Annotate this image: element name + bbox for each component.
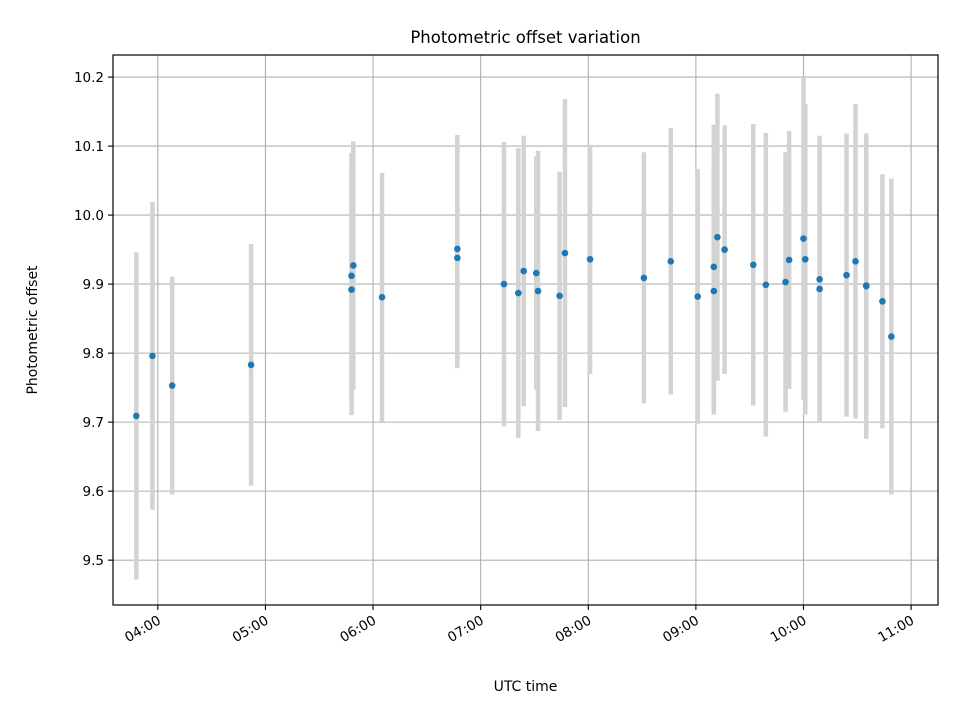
data-point [348, 286, 355, 293]
data-point [714, 233, 721, 241]
data-point [888, 333, 895, 340]
data-point [378, 293, 386, 301]
data-point [532, 269, 540, 277]
data-point [710, 287, 718, 295]
data-point [800, 235, 807, 242]
x-tick-label: 06:00 [337, 613, 379, 646]
data-point [520, 267, 528, 275]
data-point [348, 272, 355, 280]
data-points [133, 233, 895, 420]
x-axis-label: UTC time [494, 679, 558, 695]
error-bars [134, 77, 894, 580]
data-point [561, 249, 569, 257]
data-point [862, 282, 870, 289]
data-point [247, 361, 255, 369]
data-point [586, 255, 594, 263]
y-tick-label: 9.5 [83, 553, 104, 569]
x-tick-label: 11:00 [875, 613, 917, 646]
axes-frame [112, 54, 939, 606]
data-point [350, 262, 357, 269]
x-tick-label: 08:00 [553, 613, 595, 646]
x-tick-label: 07:00 [445, 613, 487, 646]
data-point [816, 285, 823, 293]
data-point [556, 292, 563, 300]
chart-title: Photometric offset variation [410, 28, 640, 47]
data-point [454, 245, 461, 253]
x-tick-label: 05:00 [230, 613, 272, 646]
x-tick-label: 10:00 [768, 613, 810, 646]
y-axis-label: Photometric offset [25, 265, 41, 395]
data-point [879, 298, 886, 305]
data-point [667, 258, 675, 265]
data-point [749, 261, 757, 269]
data-point [816, 275, 823, 283]
data-point [515, 289, 522, 297]
data-point [785, 256, 793, 264]
y-tick-label: 9.8 [83, 346, 104, 362]
data-point [640, 274, 648, 282]
y-tick-label: 10.2 [74, 70, 104, 86]
data-point [133, 412, 140, 420]
data-point [534, 287, 542, 295]
y-tick-label: 9.7 [83, 415, 104, 431]
data-point [762, 281, 770, 289]
y-tick-label: 9.9 [83, 277, 104, 293]
data-point [454, 254, 461, 262]
data-point [801, 255, 809, 263]
x-tick-label: 04:00 [122, 613, 164, 646]
y-tick-label: 10.0 [74, 208, 104, 224]
data-point [168, 382, 176, 389]
data-point [149, 352, 156, 360]
y-tick-label: 10.1 [74, 139, 104, 155]
data-point [852, 258, 859, 265]
data-point [843, 271, 850, 279]
x-tick-label: 09:00 [660, 613, 702, 646]
data-point [782, 278, 789, 286]
data-point [710, 263, 718, 271]
data-point [500, 280, 508, 288]
y-tick-label: 9.6 [83, 484, 104, 500]
data-point [721, 246, 728, 253]
data-point [694, 293, 701, 300]
